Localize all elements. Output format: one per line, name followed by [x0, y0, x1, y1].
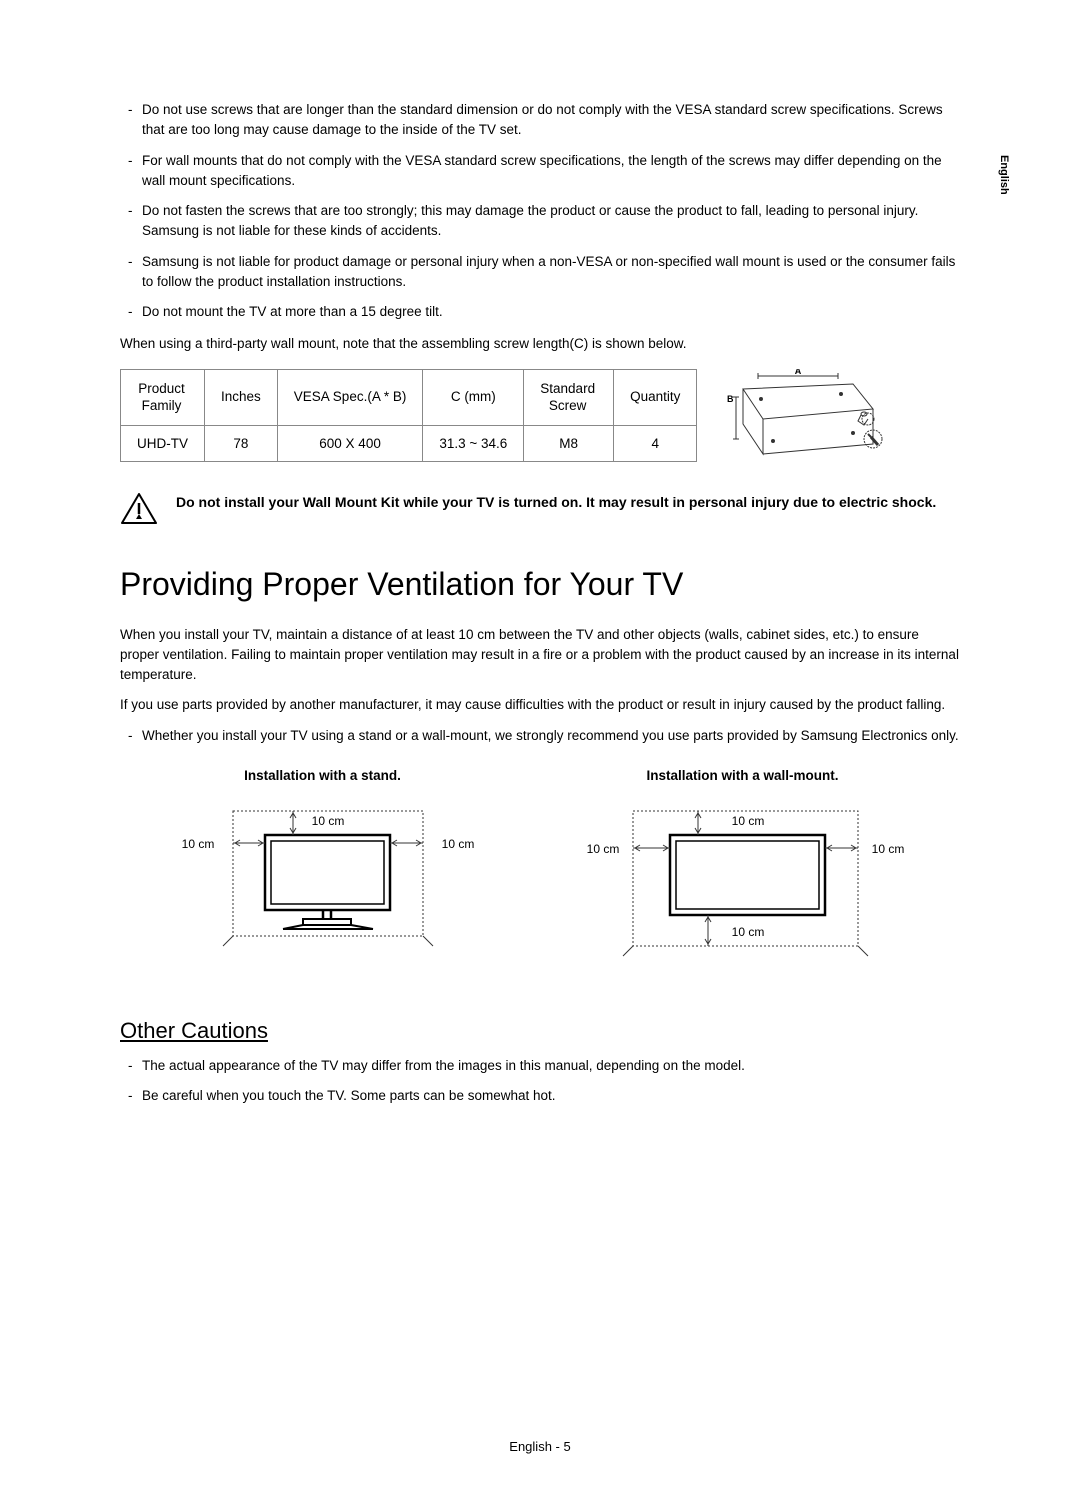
th-screw: StandardScrew — [524, 369, 614, 425]
label-b: B — [727, 394, 734, 404]
note-item: Samsung is not liable for product damage… — [120, 252, 960, 293]
install-wall-caption: Installation with a wall-mount. — [568, 768, 918, 783]
caution-item: Be careful when you touch the TV. Some p… — [120, 1086, 960, 1106]
td-c: 31.3 ~ 34.6 — [423, 425, 524, 461]
install-wall-diagram: 10 cm 10 cm 10 cm 10 cm — [568, 793, 918, 963]
td-vesa: 600 X 400 — [277, 425, 423, 461]
table-diagram-row: ProductFamily Inches VESA Spec.(A * B) C… — [120, 369, 960, 464]
label-a: A — [795, 369, 802, 376]
td-product-family: UHD-TV — [121, 425, 205, 461]
warning-text: Do not install your Wall Mount Kit while… — [176, 492, 936, 513]
install-stand-diagram: 10 cm 10 cm 10 cm — [163, 793, 483, 953]
gap: 10 cm — [731, 925, 764, 939]
ventilation-notes: Whether you install your TV using a stan… — [120, 726, 960, 746]
td-qty: 4 — [614, 425, 697, 461]
th-product-family: ProductFamily — [121, 369, 205, 425]
gap: 10 cm — [441, 837, 474, 851]
gap: 10 cm — [871, 842, 904, 856]
install-stand-caption: Installation with a stand. — [163, 768, 483, 783]
th-qty: Quantity — [614, 369, 697, 425]
page-footer: English - 5 — [0, 1439, 1080, 1454]
ventilation-para: If you use parts provided by another man… — [120, 695, 960, 715]
installation-diagrams: Installation with a stand. 10 cm 10 cm 1… — [120, 768, 960, 968]
gap: 10 cm — [181, 837, 214, 851]
ventilation-para: When you install your TV, maintain a dis… — [120, 625, 960, 686]
note-item: Whether you install your TV using a stan… — [120, 726, 960, 746]
table-intro: When using a third-party wall mount, not… — [120, 334, 960, 354]
language-tab: English — [998, 155, 1010, 195]
note-item: Do not mount the TV at more than a 15 de… — [120, 302, 960, 322]
ventilation-heading: Providing Proper Ventilation for Your TV — [120, 566, 960, 603]
install-wall-block: Installation with a wall-mount. 10 cm 10… — [568, 768, 918, 968]
th-c: C (mm) — [423, 369, 524, 425]
other-cautions-heading: Other Cautions — [120, 1018, 960, 1044]
top-notes-list: Do not use screws that are longer than t… — [120, 100, 960, 322]
note-item: For wall mounts that do not comply with … — [120, 151, 960, 192]
install-stand-block: Installation with a stand. 10 cm 10 cm 1… — [163, 768, 483, 968]
cautions-list: The actual appearance of the TV may diff… — [120, 1056, 960, 1107]
warning-icon — [120, 492, 158, 526]
td-inches: 78 — [205, 425, 278, 461]
note-item: Do not fasten the screws that are too st… — [120, 201, 960, 242]
vesa-spec-diagram: A B — [713, 369, 888, 464]
page-content: English Do not use screws that are longe… — [0, 0, 1080, 1158]
gap: 10 cm — [731, 814, 764, 828]
th-vesa: VESA Spec.(A * B) — [277, 369, 423, 425]
gap: 10 cm — [311, 814, 344, 828]
spec-table: ProductFamily Inches VESA Spec.(A * B) C… — [120, 369, 697, 462]
td-screw: M8 — [524, 425, 614, 461]
th-inches: Inches — [205, 369, 278, 425]
note-item: Do not use screws that are longer than t… — [120, 100, 960, 141]
caution-item: The actual appearance of the TV may diff… — [120, 1056, 960, 1076]
gap: 10 cm — [586, 842, 619, 856]
warning-row: Do not install your Wall Mount Kit while… — [120, 492, 960, 526]
